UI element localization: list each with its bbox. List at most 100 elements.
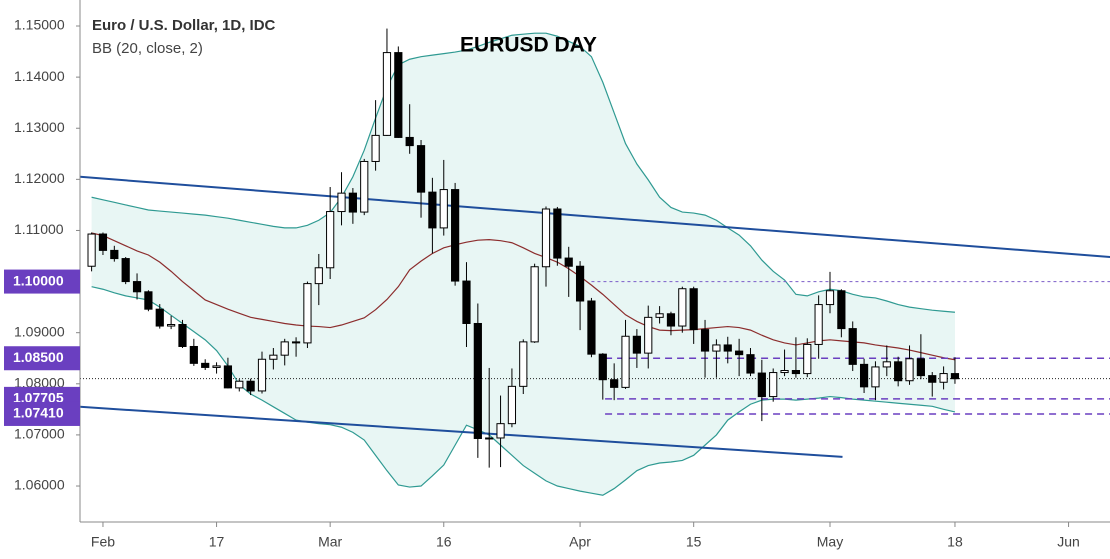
- x-tick-label: 16: [436, 534, 452, 550]
- candle-body: [371, 134, 380, 162]
- candle-body: [189, 345, 198, 364]
- candle-body: [610, 379, 619, 388]
- candle-body: [121, 258, 130, 283]
- y-tick-label: 1.15000: [14, 17, 65, 33]
- candle-body: [428, 191, 437, 229]
- y-tick-label: 1.08000: [14, 374, 65, 390]
- candle-body: [485, 437, 494, 440]
- candle-body: [303, 283, 312, 344]
- y-tick-label: 1.11000: [14, 221, 64, 237]
- level-label: 1.08500: [13, 349, 64, 365]
- candle-body: [326, 211, 335, 269]
- candle-body: [530, 266, 539, 343]
- symbol-label: Euro / U.S. Dollar, 1D, IDC: [92, 17, 276, 34]
- candle-body: [439, 189, 448, 229]
- candle-body: [905, 358, 914, 382]
- x-tick-label: May: [817, 534, 843, 550]
- candle-body: [678, 288, 687, 327]
- candle-body: [894, 361, 903, 382]
- candle-body: [871, 366, 880, 388]
- x-tick-label: 17: [209, 534, 225, 550]
- candle-body: [144, 291, 153, 310]
- candle-body: [666, 313, 676, 327]
- level-label-box: [4, 269, 80, 294]
- candle-body: [291, 341, 301, 344]
- candle-body: [496, 423, 505, 439]
- candle-body: [337, 192, 346, 213]
- candle-body: [803, 343, 812, 375]
- y-tick-label: 1.13000: [14, 119, 65, 135]
- candle-body: [757, 372, 766, 398]
- candle-body: [746, 354, 755, 374]
- candle-body: [848, 328, 857, 365]
- candle-body: [780, 370, 789, 374]
- candle-body: [223, 365, 233, 389]
- candle-body: [98, 233, 108, 251]
- y-tick-label: 1.07000: [14, 426, 65, 442]
- candle-body: [269, 354, 278, 360]
- candle-body: [348, 192, 357, 213]
- plot-area: [80, 28, 1110, 496]
- candle-body: [201, 362, 210, 368]
- y-tick-label: 1.06000: [14, 477, 65, 493]
- candle-body: [382, 52, 392, 136]
- y-tick-label: 1.14000: [14, 68, 65, 84]
- candle-body: [246, 380, 255, 392]
- y-tick-label: 1.12000: [14, 170, 65, 186]
- level-label-box: [4, 401, 80, 426]
- candle-body: [235, 380, 244, 389]
- candle-body: [700, 329, 710, 352]
- candle-body: [712, 344, 721, 352]
- candle-body: [132, 281, 142, 293]
- candle-body: [825, 290, 835, 306]
- candle-body: [928, 375, 937, 383]
- x-tick-label: 15: [686, 534, 702, 550]
- x-tick-label: 18: [947, 534, 963, 550]
- chart-title: EURUSD DAY: [460, 34, 597, 57]
- candle-body: [621, 335, 630, 388]
- indicator-label: BB (20, close, 2): [92, 40, 203, 57]
- candle-body: [212, 365, 221, 368]
- candle-body: [723, 344, 732, 352]
- candle-body: [950, 373, 960, 380]
- y-tick-label: 1.09000: [14, 323, 65, 339]
- candle-body: [769, 372, 778, 398]
- candle-body: [916, 358, 925, 377]
- candle-body: [87, 233, 96, 267]
- candle-body: [837, 290, 846, 330]
- candle-body: [814, 304, 823, 345]
- band-fill: [91, 33, 955, 496]
- candle-body: [473, 322, 482, 439]
- candle-body: [655, 313, 664, 318]
- level-label: 1.07410: [13, 405, 64, 421]
- x-tick-label: Feb: [91, 534, 115, 550]
- candle-body: [280, 341, 289, 356]
- candle-body: [360, 160, 369, 213]
- candle-body: [178, 324, 187, 347]
- candle-body: [598, 353, 607, 381]
- candle-body: [314, 267, 323, 285]
- candle-body: [644, 316, 653, 354]
- candle-body: [587, 300, 596, 355]
- candle-body: [689, 288, 698, 331]
- x-tick-label: Mar: [318, 534, 342, 550]
- candle-body: [451, 189, 460, 282]
- level-label: 1.07705: [13, 390, 64, 406]
- candle-body: [416, 145, 426, 193]
- x-tick-label: Apr: [569, 534, 591, 550]
- candle-body: [859, 363, 869, 388]
- candle-body: [939, 373, 948, 383]
- candle-body: [791, 370, 801, 375]
- band-middle: [91, 232, 956, 361]
- candle-body: [110, 249, 119, 260]
- candle-body: [462, 280, 471, 324]
- candle-body: [405, 136, 414, 147]
- candle-body: [882, 361, 891, 368]
- candle-body: [564, 257, 573, 267]
- candle-body: [735, 350, 744, 356]
- candle-body: [394, 52, 403, 138]
- candle-body: [553, 208, 562, 259]
- candle-body: [507, 385, 517, 425]
